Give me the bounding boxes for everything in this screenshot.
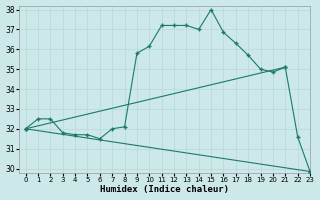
X-axis label: Humidex (Indice chaleur): Humidex (Indice chaleur) <box>100 185 229 194</box>
